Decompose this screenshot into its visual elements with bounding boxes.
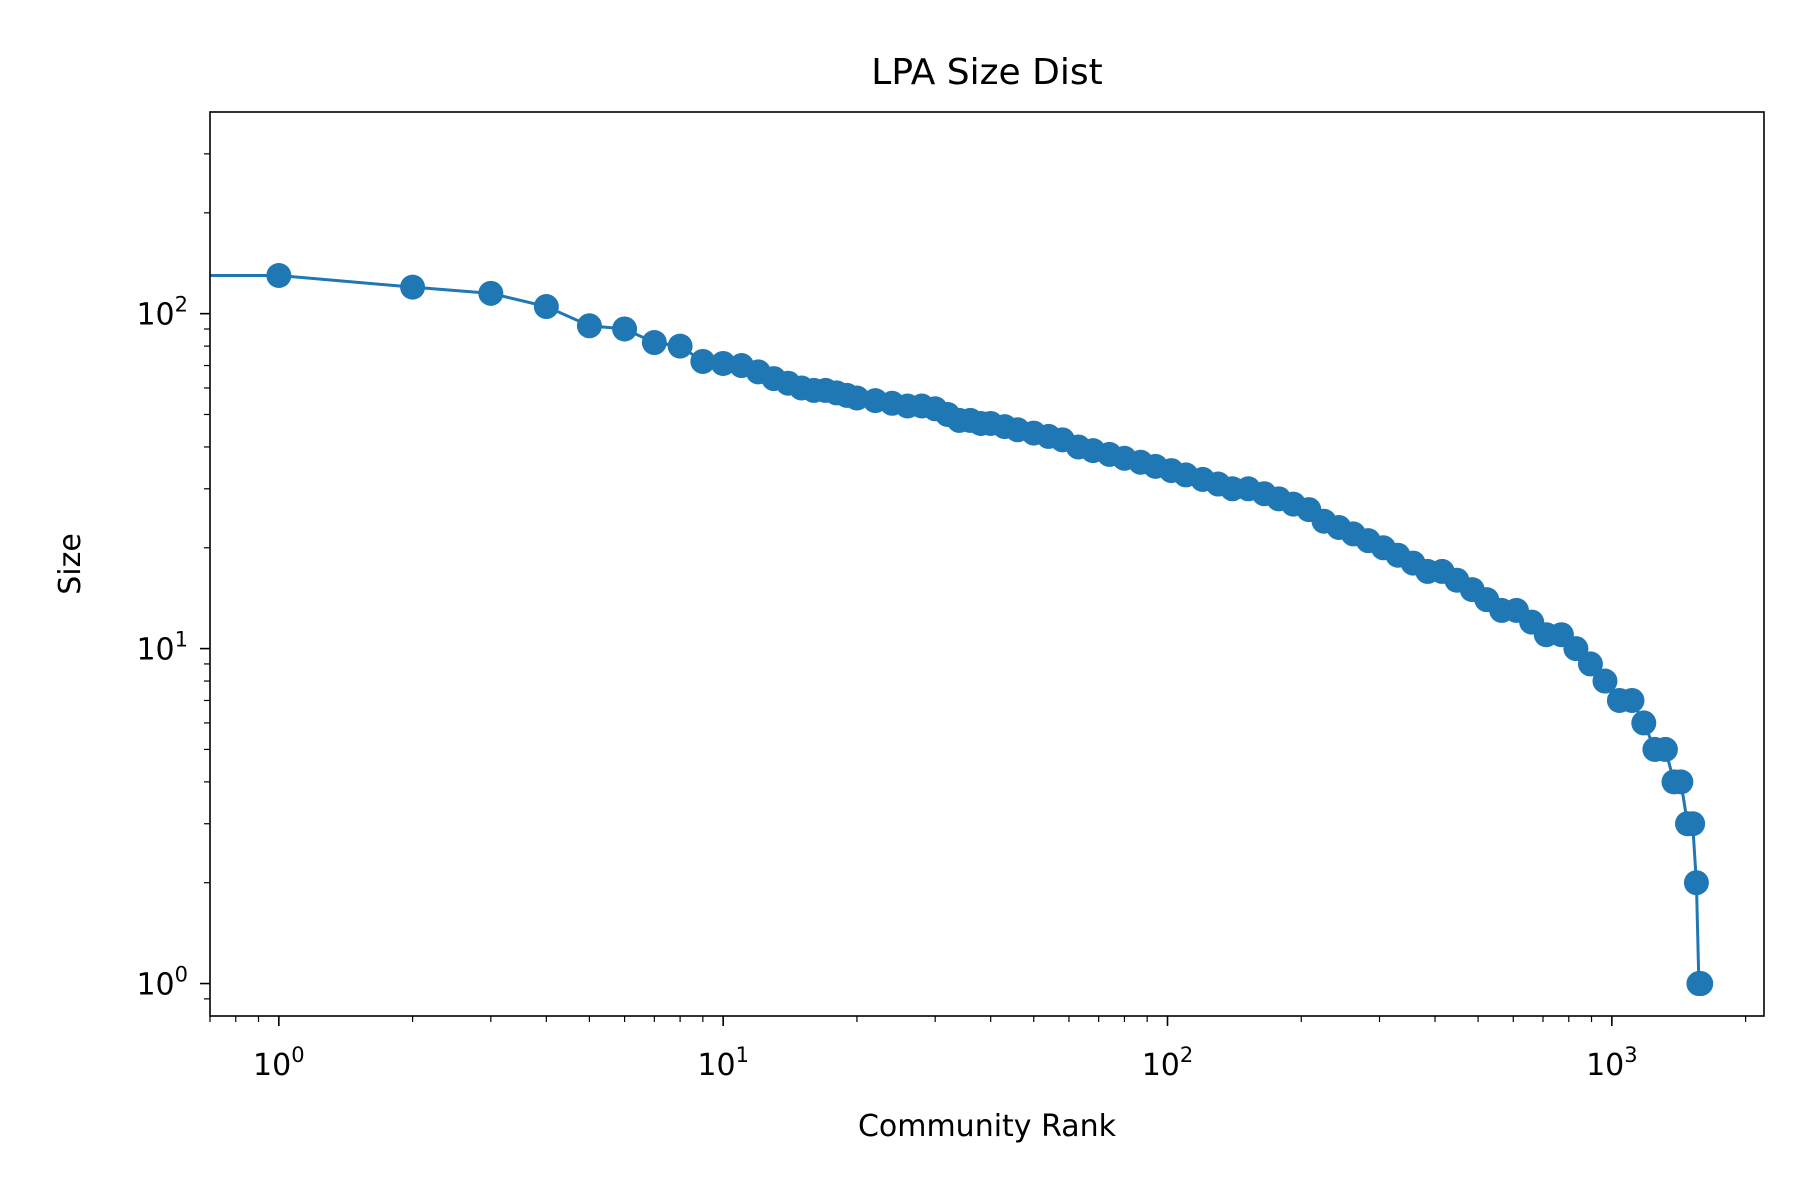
y-tick-exponent: 2 (175, 293, 188, 317)
data-layer (210, 262, 1714, 997)
data-point (710, 350, 736, 376)
data-point (1619, 687, 1645, 713)
x-tick-label: 102 (1142, 1043, 1194, 1083)
y-axis-label: Size (53, 533, 88, 595)
x-axis-label: Community Rank (858, 1109, 1117, 1144)
data-point (1631, 710, 1657, 736)
data-point (1592, 668, 1618, 694)
data-point (641, 330, 667, 356)
data-point (478, 280, 504, 306)
data-point (844, 385, 870, 411)
data-point (1683, 870, 1709, 896)
data-point (266, 262, 292, 288)
data-point (612, 316, 638, 342)
data-point (1652, 736, 1678, 762)
data-point (1668, 769, 1694, 795)
data-point (690, 348, 716, 374)
x-tick-exponent: 1 (736, 1043, 749, 1067)
data-point (667, 333, 693, 359)
y-tick-label: 102 (136, 293, 188, 333)
data-point (576, 313, 602, 339)
y-tick-exponent: 1 (175, 628, 188, 652)
data-point (400, 274, 426, 300)
x-tick-exponent: 3 (1624, 1043, 1637, 1067)
y-tick-exponent: 0 (175, 963, 188, 987)
data-point (1680, 811, 1706, 837)
data-point (1688, 971, 1714, 997)
x-tick-exponent: 0 (291, 1043, 304, 1067)
chart-title: LPA Size Dist (871, 52, 1102, 93)
plot-frame (209, 111, 1765, 1017)
x-tick-exponent: 2 (1180, 1043, 1193, 1067)
data-point (533, 294, 559, 320)
data-point (1577, 651, 1603, 677)
